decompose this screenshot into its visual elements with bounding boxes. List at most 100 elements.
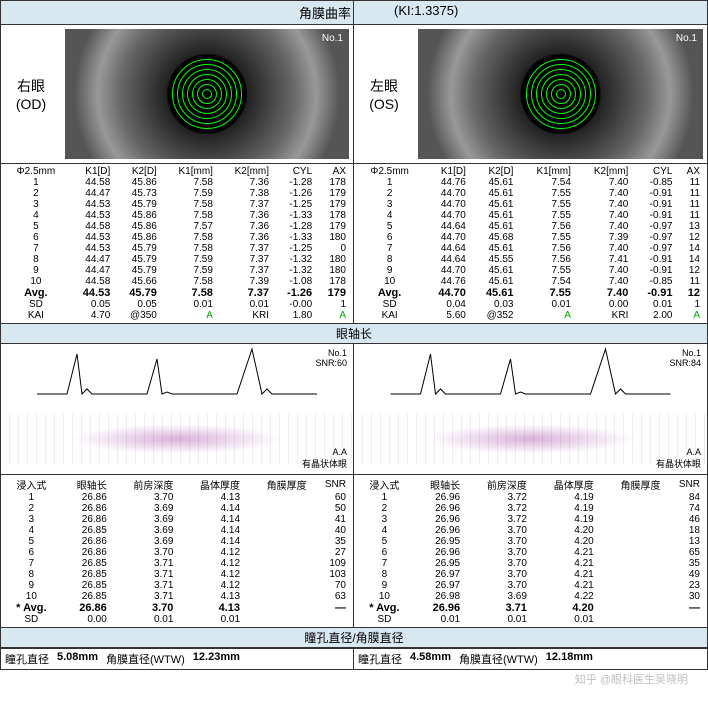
table-row: 944.7045.617.557.40-0.9112 <box>358 265 703 276</box>
col-header: SNR <box>664 477 703 492</box>
od-eye-image <box>65 29 349 159</box>
col-header: CYL <box>272 166 315 177</box>
od-waveform: No.1 SNR:60 A.A 有晶状体眼 <box>1 344 354 474</box>
table-row: 844.4745.797.597.37-1.32180 <box>5 254 349 265</box>
col-header: K1[mm] <box>516 166 573 177</box>
footer-row: 瞳孔直径 5.08mm 角膜直径(WTW) 12.23mm 瞳孔直径 4.58m… <box>1 648 707 669</box>
col-header: Φ2.5mm <box>5 166 67 177</box>
axial-waveform-row: No.1 SNR:60 A.A 有晶状体眼 No.1 SNR:84 A.A 有晶… <box>1 344 707 475</box>
table-row: 544.5845.867.577.36-1.28179 <box>5 221 349 232</box>
os-wf-aa: A.A <box>656 447 701 457</box>
table-row: 226.963.724.1974 <box>358 503 703 514</box>
col-header: K1[D] <box>421 166 469 177</box>
kai-row: KAI4.70@350AKRI1.80A <box>5 310 349 321</box>
avg-row: * Avg.26.863.704.13— <box>5 602 349 614</box>
od-pupil-label: 瞳孔直径 <box>1 649 53 669</box>
kerato-data-row: Φ2.5mmK1[D]K2[D]K1[mm]K2[mm]CYLAX 144.58… <box>1 164 707 324</box>
col-header: 角膜厚度 <box>597 477 664 492</box>
od-pupil-val: 5.08mm <box>53 649 102 669</box>
table-row: 644.5345.867.587.36-1.33180 <box>5 232 349 243</box>
col-header: 前房深度 <box>110 477 177 492</box>
table-row: 1044.7645.617.547.40-0.8511 <box>358 276 703 287</box>
table-row: 826.853.714.12103 <box>5 569 349 580</box>
os-label: 左眼 (OS) <box>354 25 414 163</box>
od-cornea-val: 12.23mm <box>189 649 244 669</box>
table-row: 926.853.714.1270 <box>5 580 349 591</box>
sd-row: SD0.000.010.01 <box>5 614 349 625</box>
footer-header: 瞳孔直径/角膜直径 <box>1 628 707 648</box>
table-row: 744.5345.797.587.37-1.250 <box>5 243 349 254</box>
col-header: 眼轴长 <box>411 477 463 492</box>
os-axial-table: 浸入式眼轴长前房深度晶体厚度角膜厚度SNR 126.963.724.198422… <box>358 477 703 625</box>
header-row: 角膜曲率 (KI:1.3375) <box>1 1 707 25</box>
table-row: 826.973.704.2149 <box>358 569 703 580</box>
os-pupil-label: 瞳孔直径 <box>354 649 406 669</box>
table-row: 626.963.704.2165 <box>358 547 703 558</box>
col-header: CYL <box>631 166 675 177</box>
col-header: K2[D] <box>113 166 160 177</box>
os-code: (OS) <box>369 96 399 112</box>
table-row: 526.953.704.2013 <box>358 536 703 547</box>
sd-row: SD0.010.010.01 <box>358 614 703 625</box>
col-header: 浸入式 <box>5 477 58 492</box>
col-header: K1[mm] <box>160 166 216 177</box>
eye-images-row: 右眼 (OD) 左眼 (OS) <box>1 25 707 164</box>
col-header: SNR <box>310 477 349 492</box>
report-container: 角膜曲率 (KI:1.3375) 右眼 (OD) <box>0 0 708 670</box>
table-row: 344.5345.797.587.37-1.25179 <box>5 199 349 210</box>
od-kerato-table: Φ2.5mmK1[D]K2[D]K1[mm]K2[mm]CYLAX 144.58… <box>5 166 349 321</box>
table-row: 344.7045.617.557.40-0.9111 <box>358 199 703 210</box>
table-row: 226.863.694.1450 <box>5 503 349 514</box>
os-waveform: No.1 SNR:84 A.A 有晶状体眼 <box>354 344 707 474</box>
header-ki: (KI:1.3375) <box>354 1 707 24</box>
sd-row: SD0.050.050.010.01-0.001 <box>5 299 349 310</box>
table-row: 244.4745.737.597.38-1.26179 <box>5 188 349 199</box>
watermark: 知乎 @眼科医生吴晓明 <box>575 671 688 687</box>
table-row: 144.7645.617.547.40-0.8511 <box>358 177 703 188</box>
table-row: 726.853.714.12109 <box>5 558 349 569</box>
col-header: 浸入式 <box>358 477 411 492</box>
table-row: 1026.853.714.1363 <box>5 591 349 602</box>
table-row: 1044.5845.667.587.39-1.08178 <box>5 276 349 287</box>
col-header: 角膜厚度 <box>243 477 310 492</box>
od-wf-lens: 有晶状体眼 <box>302 457 347 470</box>
col-header: 前房深度 <box>463 477 530 492</box>
table-row: 944.4745.797.597.37-1.32180 <box>5 265 349 276</box>
axial-header: 眼轴长 <box>1 324 707 344</box>
avg-row: Avg.44.7045.617.557.40-0.9112 <box>358 287 703 299</box>
od-text: 右眼 <box>17 76 45 96</box>
kai-row: KAI5.60@352AKRI2.00A <box>358 310 703 321</box>
table-row: 844.6445.557.567.41-0.9114 <box>358 254 703 265</box>
col-header: 眼轴长 <box>58 477 110 492</box>
os-text: 左眼 <box>370 76 398 96</box>
col-header: K2[mm] <box>574 166 631 177</box>
header-title: 角膜曲率 <box>1 1 354 24</box>
table-row: 444.7045.617.557.40-0.9111 <box>358 210 703 221</box>
table-row: 126.963.724.1984 <box>358 492 703 503</box>
table-row: 744.6445.617.567.40-0.9714 <box>358 243 703 254</box>
col-header: Φ2.5mm <box>358 166 421 177</box>
table-row: 444.5345.867.587.36-1.33178 <box>5 210 349 221</box>
col-header: K1[D] <box>67 166 114 177</box>
col-header: AX <box>675 166 703 177</box>
os-eye-image <box>418 29 703 159</box>
od-code: (OD) <box>16 96 46 112</box>
table-row: 426.963.704.2018 <box>358 525 703 536</box>
table-row: 644.7045.687.557.39-0.9712 <box>358 232 703 243</box>
od-label: 右眼 (OD) <box>1 25 61 163</box>
os-kerato-table: Φ2.5mmK1[D]K2[D]K1[mm]K2[mm]CYLAX 144.76… <box>358 166 703 321</box>
table-row: 426.853.694.1440 <box>5 525 349 536</box>
table-row: 126.863.704.1360 <box>5 492 349 503</box>
od-cornea-label: 角膜直径(WTW) <box>102 649 189 669</box>
avg-row: Avg.44.5345.797.587.37-1.26179 <box>5 287 349 299</box>
os-pupil-val: 4.58mm <box>406 649 455 669</box>
od-axial-table: 浸入式眼轴长前房深度晶体厚度角膜厚度SNR 126.863.704.136022… <box>5 477 349 625</box>
table-row: 244.7045.617.557.40-0.9111 <box>358 188 703 199</box>
table-row: 926.973.704.2123 <box>358 580 703 591</box>
os-cornea-val: 12.18mm <box>542 649 597 669</box>
col-header: K2[mm] <box>216 166 272 177</box>
table-row: 526.863.694.1435 <box>5 536 349 547</box>
avg-row: * Avg.26.963.714.20— <box>358 602 703 614</box>
os-wf-lens: 有晶状体眼 <box>656 457 701 470</box>
col-header: 晶体厚度 <box>530 477 597 492</box>
